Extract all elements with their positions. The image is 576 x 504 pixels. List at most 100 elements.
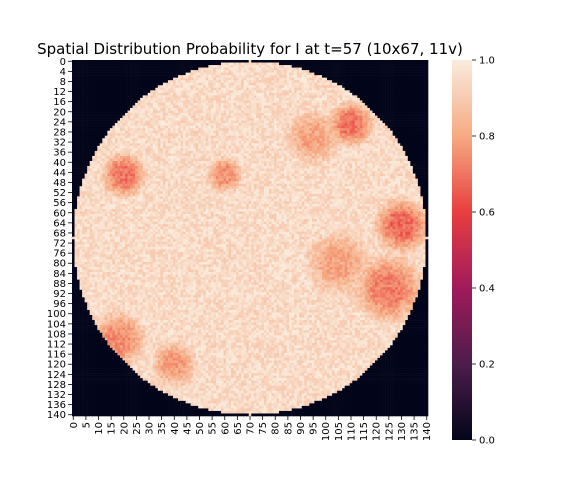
heatmap-cell <box>72 85 75 88</box>
heatmap-cell <box>279 131 282 134</box>
heatmap-cell <box>277 70 280 73</box>
heatmap-cell <box>403 126 406 129</box>
heatmap-cell <box>236 108 239 111</box>
heatmap-cell <box>100 75 103 78</box>
heatmap-cell <box>150 131 153 134</box>
heatmap-cell <box>130 83 133 86</box>
heatmap-cell <box>72 88 75 91</box>
heatmap-cell <box>110 70 113 73</box>
heatmap-cell <box>75 128 78 131</box>
heatmap-cell <box>239 75 242 78</box>
heatmap-cell <box>82 60 85 63</box>
heatmap-cell <box>130 75 133 78</box>
heatmap-cell <box>254 111 257 114</box>
heatmap-cell <box>322 95 325 98</box>
heatmap-cell <box>170 146 173 149</box>
heatmap-cell <box>266 113 269 116</box>
heatmap-cell <box>355 131 358 134</box>
heatmap-cell <box>357 98 360 101</box>
heatmap-cell <box>181 103 184 106</box>
heatmap-cell <box>196 65 199 68</box>
heatmap-cell <box>413 141 416 144</box>
heatmap-cell <box>330 73 333 76</box>
heatmap-cell <box>115 60 118 63</box>
heatmap-cell <box>251 83 254 86</box>
heatmap-cell <box>345 123 348 126</box>
heatmap-cell <box>335 126 338 129</box>
heatmap-cell <box>95 75 98 78</box>
heatmap-cell <box>213 146 216 149</box>
heatmap-cell <box>125 143 128 146</box>
heatmap-cell <box>87 60 90 63</box>
heatmap-cell <box>105 118 108 121</box>
heatmap-cell <box>352 95 355 98</box>
heatmap-cell <box>107 116 110 119</box>
heatmap-cell <box>244 136 247 139</box>
heatmap-cell <box>168 136 171 139</box>
heatmap-cell <box>213 80 216 83</box>
heatmap-cell <box>413 93 416 96</box>
heatmap-cell <box>385 95 388 98</box>
heatmap-cell <box>360 93 363 96</box>
heatmap-cell <box>289 131 292 134</box>
heatmap-cell <box>236 141 239 144</box>
heatmap-cell <box>77 95 80 98</box>
heatmap-cell <box>120 138 123 141</box>
heatmap-cell <box>350 65 353 68</box>
heatmap-cell <box>218 128 221 131</box>
heatmap-cell <box>370 111 373 114</box>
heatmap-cell <box>375 95 378 98</box>
heatmap-cell <box>403 105 406 108</box>
heatmap-cell <box>218 143 221 146</box>
heatmap-cell <box>239 113 242 116</box>
heatmap-cell <box>350 103 353 106</box>
heatmap-cell <box>330 141 333 144</box>
heatmap-cell <box>241 103 244 106</box>
heatmap-cell <box>256 118 259 121</box>
heatmap-cell <box>120 121 123 124</box>
heatmap-cell <box>319 138 322 141</box>
heatmap-cell <box>395 78 398 81</box>
heatmap-cell <box>80 83 83 86</box>
heatmap-cell <box>398 131 401 134</box>
heatmap-cell <box>133 138 136 141</box>
heatmap-cell <box>223 118 226 121</box>
heatmap-cell <box>355 73 358 76</box>
heatmap-cell <box>143 90 146 93</box>
heatmap-cell <box>367 88 370 91</box>
heatmap-cell <box>170 63 173 66</box>
heatmap-cell <box>405 90 408 93</box>
heatmap-cell <box>304 95 307 98</box>
heatmap-cell <box>143 83 146 86</box>
heatmap-cell <box>292 133 295 136</box>
heatmap-cell <box>261 98 264 101</box>
heatmap-cell <box>324 141 327 144</box>
heatmap-cell <box>231 78 234 81</box>
heatmap-cell <box>271 95 274 98</box>
heatmap-cell <box>277 128 280 131</box>
heatmap-cell <box>307 93 310 96</box>
heatmap-cell <box>370 146 373 149</box>
heatmap-cell <box>143 126 146 129</box>
heatmap-cell <box>72 136 75 139</box>
heatmap-cell <box>327 141 330 144</box>
heatmap-cell <box>261 68 264 71</box>
heatmap-cell <box>115 128 118 131</box>
heatmap-cell <box>110 141 113 144</box>
heatmap-cell <box>259 108 262 111</box>
heatmap-cell <box>196 63 199 66</box>
heatmap-cell <box>271 88 274 91</box>
heatmap-cell <box>302 73 305 76</box>
heatmap-cell <box>415 73 418 76</box>
heatmap-cell <box>155 113 158 116</box>
heatmap-cell <box>153 63 156 66</box>
heatmap-cell <box>350 63 353 66</box>
heatmap-cell <box>135 128 138 131</box>
heatmap-cell <box>125 121 128 124</box>
heatmap-cell <box>191 126 194 129</box>
heatmap-cell <box>345 83 348 86</box>
heatmap-cell <box>150 98 153 101</box>
heatmap-cell <box>112 136 115 139</box>
heatmap-cell <box>181 95 184 98</box>
heatmap-cell <box>388 75 391 78</box>
